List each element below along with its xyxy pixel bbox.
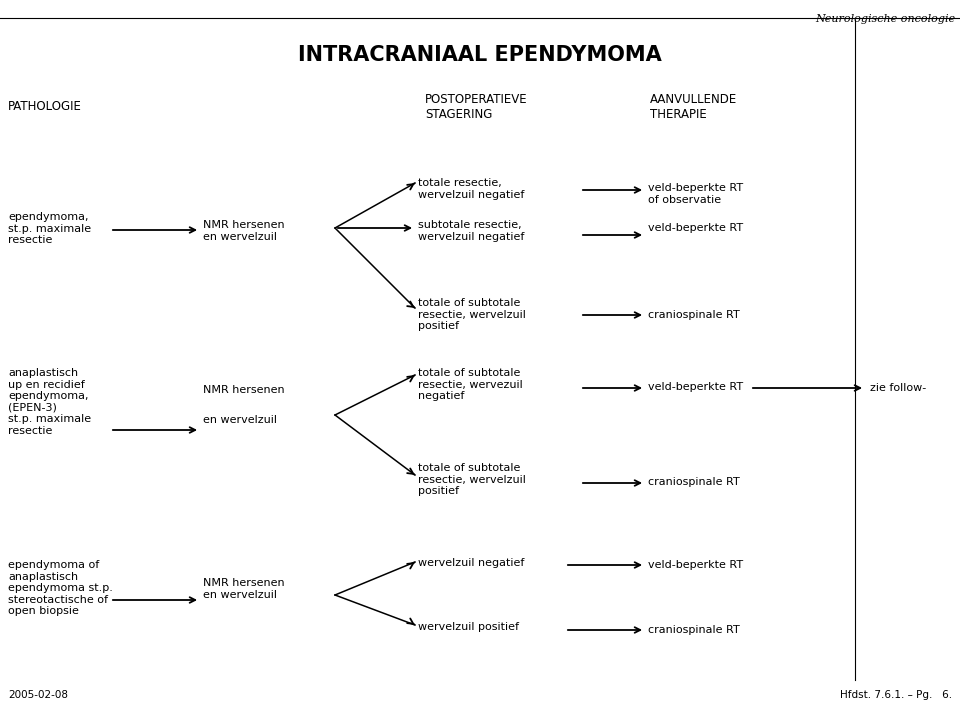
Text: craniospinale RT: craniospinale RT xyxy=(648,310,740,320)
Text: NMR hersenen
en wervelzuil: NMR hersenen en wervelzuil xyxy=(203,220,284,242)
Text: AANVULLENDE
THERAPIE: AANVULLENDE THERAPIE xyxy=(650,93,737,121)
Text: subtotale resectie,
wervelzuil negatief: subtotale resectie, wervelzuil negatief xyxy=(418,220,524,242)
Text: totale resectie,
wervelzuil negatief: totale resectie, wervelzuil negatief xyxy=(418,178,524,200)
Text: INTRACRANIAAL EPENDYMOMA: INTRACRANIAAL EPENDYMOMA xyxy=(299,45,661,65)
Text: veld-beperkte RT: veld-beperkte RT xyxy=(648,560,743,570)
Text: wervelzuil negatief: wervelzuil negatief xyxy=(418,558,524,568)
Text: POSTOPERATIEVE
STAGERING: POSTOPERATIEVE STAGERING xyxy=(425,93,528,121)
Text: en wervelzuil: en wervelzuil xyxy=(203,415,277,425)
Text: anaplastisch
up en recidief
ependymoma,
(EPEN-3)
st.p. maximale
resectie: anaplastisch up en recidief ependymoma, … xyxy=(8,368,91,436)
Text: veld-beperkte RT
of observatie: veld-beperkte RT of observatie xyxy=(648,183,743,205)
Text: wervelzuil positief: wervelzuil positief xyxy=(418,622,519,632)
Text: craniospinale RT: craniospinale RT xyxy=(648,625,740,635)
Text: NMR hersenen: NMR hersenen xyxy=(203,385,284,395)
Text: Hfdst. 7.6.1. – Pg.   6.: Hfdst. 7.6.1. – Pg. 6. xyxy=(840,690,952,700)
Text: veld-beperkte RT: veld-beperkte RT xyxy=(648,382,743,392)
Text: veld-beperkte RT: veld-beperkte RT xyxy=(648,223,743,233)
Text: totale of subtotale
resectie, wervelzuil
positief: totale of subtotale resectie, wervelzuil… xyxy=(418,298,526,331)
Text: PATHOLOGIE: PATHOLOGIE xyxy=(8,100,82,113)
Text: zie follow-: zie follow- xyxy=(870,383,926,393)
Text: ependymoma,
st.p. maximale
resectie: ependymoma, st.p. maximale resectie xyxy=(8,212,91,245)
Text: totale of subtotale
resectie, wervezuil
negatief: totale of subtotale resectie, wervezuil … xyxy=(418,368,523,401)
Text: Neurologische oncologie: Neurologische oncologie xyxy=(815,14,955,24)
Text: ependymoma of
anaplastisch
ependymoma st.p.
stereotactische of
open biopsie: ependymoma of anaplastisch ependymoma st… xyxy=(8,560,113,616)
Text: craniospinale RT: craniospinale RT xyxy=(648,477,740,487)
Text: totale of subtotale
resectie, wervelzuil
positief: totale of subtotale resectie, wervelzuil… xyxy=(418,463,526,496)
Text: 2005-02-08: 2005-02-08 xyxy=(8,690,68,700)
Text: NMR hersenen
en wervelzuil: NMR hersenen en wervelzuil xyxy=(203,578,284,600)
